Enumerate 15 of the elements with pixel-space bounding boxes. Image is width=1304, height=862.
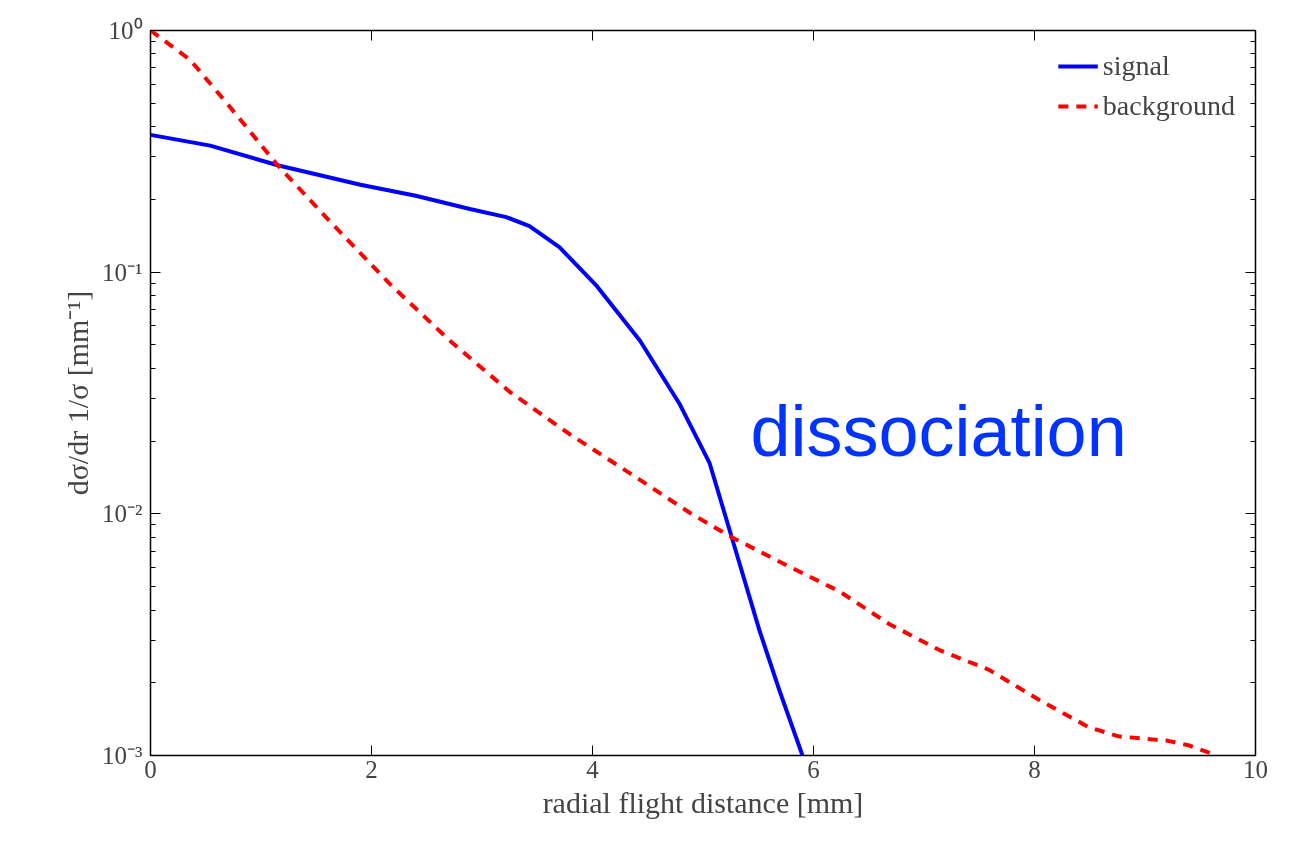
y-axis-title: dσ/dr 1/σ [mm⁻¹] xyxy=(61,290,94,496)
x-tick-label: 2 xyxy=(365,755,378,783)
x-tick-label: 4 xyxy=(586,755,600,783)
x-tick-label: 10 xyxy=(1243,755,1268,783)
x-tick-label: 0 xyxy=(144,755,157,783)
x-axis-title: radial flight distance [mm] xyxy=(542,785,864,819)
legend-label: background xyxy=(1102,90,1235,122)
y-tick-label: 10⁻¹ xyxy=(102,258,143,286)
legend-label: signal xyxy=(1102,50,1170,82)
y-tick-label: 10⁰ xyxy=(108,17,143,44)
x-tick-label: 8 xyxy=(1028,755,1041,783)
y-tick-label: 10⁻² xyxy=(102,500,143,528)
y-tick-label: 10⁻³ xyxy=(102,742,143,769)
x-tick-label: 6 xyxy=(807,755,820,783)
annotation: dissociation xyxy=(750,390,1127,471)
